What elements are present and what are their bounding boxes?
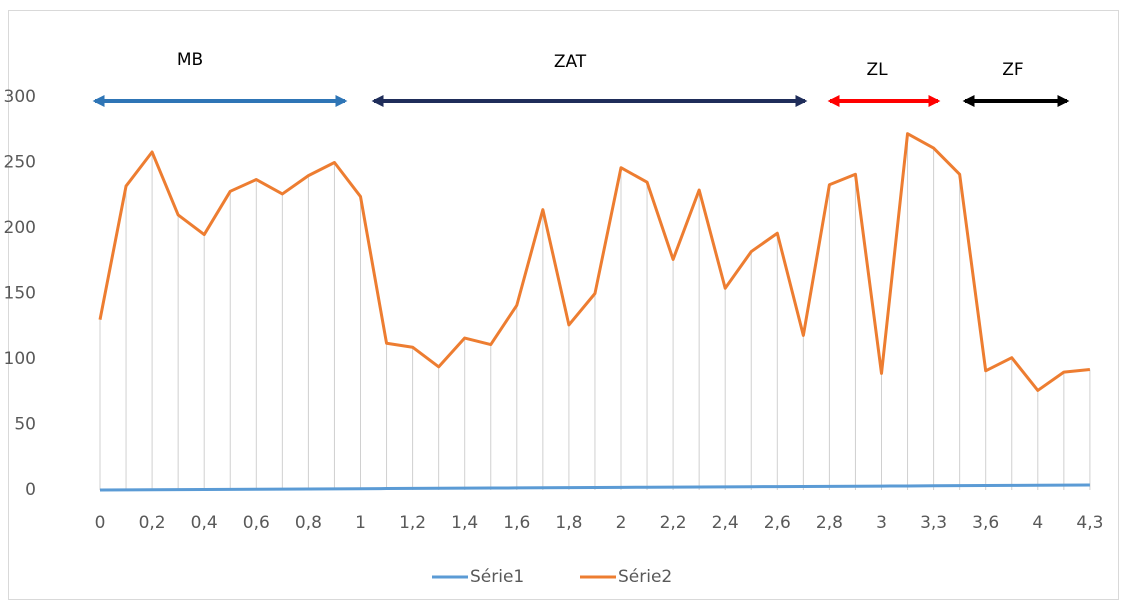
x-tick-label: 2,6: [764, 513, 791, 533]
x-tick-label: 0,2: [139, 513, 166, 533]
x-tick-label: 2,8: [816, 513, 843, 533]
annotation-label: ZL: [866, 60, 888, 80]
x-tick-label: 4: [1032, 513, 1043, 533]
x-tick-label: 2: [616, 513, 627, 533]
x-tick-label: 0,6: [243, 513, 270, 533]
x-tick-label: 1,4: [451, 513, 478, 533]
x-tick-label: 1,6: [503, 513, 530, 533]
annotation-label: MB: [177, 50, 203, 70]
series-line: [98, 132, 1091, 392]
y-tick-label: 50: [14, 415, 36, 435]
x-tick-label: 2,2: [660, 513, 687, 533]
annotation-label: ZF: [1002, 60, 1023, 80]
x-tick-label: 3,6: [972, 513, 999, 533]
y-tick-label: 250: [4, 153, 36, 173]
x-tick-label: 0,8: [295, 513, 322, 533]
x-tick-label: 1: [355, 513, 366, 533]
x-tick-label: 0: [95, 513, 106, 533]
x-tick-label: 4,3: [1076, 513, 1103, 533]
x-tick-label: 1,2: [399, 513, 426, 533]
x-tick-label: 1,8: [555, 513, 582, 533]
x-tick-label: 3: [876, 513, 887, 533]
y-tick-label: 0: [25, 480, 36, 500]
y-tick-label: 300: [4, 87, 36, 107]
legend-label: Série2: [618, 567, 672, 587]
y-tick-label: 100: [4, 349, 36, 369]
legend-label: Série1: [470, 567, 524, 587]
annotation-label: ZAT: [554, 52, 587, 72]
x-tick-label: 0,4: [191, 513, 218, 533]
series-line: [99, 483, 1090, 492]
x-tick-label: 2,4: [712, 513, 739, 533]
y-tick-label: 200: [4, 218, 36, 238]
x-tick-label: 3,3: [920, 513, 947, 533]
y-tick-label: 150: [4, 284, 36, 304]
